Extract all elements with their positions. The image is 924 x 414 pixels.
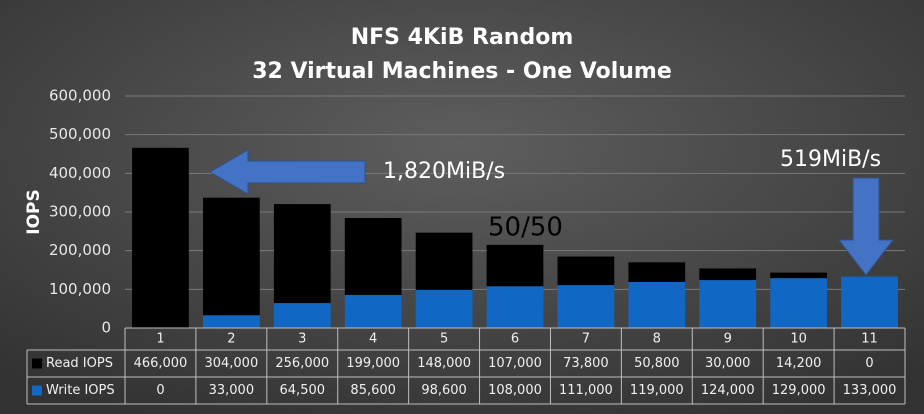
annotation: 1,820MiB/s bbox=[383, 159, 505, 184]
table-value: 133,000 bbox=[843, 383, 897, 398]
y-tick-label: 600,000 bbox=[49, 87, 111, 105]
bar bbox=[486, 286, 544, 328]
x-tick-label: 4 bbox=[369, 332, 377, 347]
y-axis-label: IOPS bbox=[24, 189, 44, 234]
table-value: 14,200 bbox=[776, 356, 822, 371]
table-value: 108,000 bbox=[488, 383, 542, 398]
bar bbox=[699, 280, 757, 328]
y-tick-label: 300,000 bbox=[49, 203, 111, 221]
x-tick-label: 5 bbox=[440, 332, 448, 347]
bars bbox=[132, 147, 898, 328]
x-tick-label: 2 bbox=[227, 332, 235, 347]
table-value: 85,600 bbox=[350, 383, 396, 398]
bar bbox=[132, 147, 189, 328]
table-value: 199,000 bbox=[346, 356, 400, 371]
bar bbox=[557, 256, 615, 286]
table-value: 111,000 bbox=[559, 383, 613, 398]
table-value: 33,000 bbox=[209, 383, 255, 398]
table-value: 148,000 bbox=[417, 356, 471, 371]
bar bbox=[273, 204, 331, 304]
legend-swatch bbox=[32, 358, 42, 369]
x-tick-label: 7 bbox=[582, 332, 590, 347]
table-value: 304,000 bbox=[204, 356, 258, 371]
y-tick-label: 200,000 bbox=[49, 241, 111, 259]
table-value: 73,800 bbox=[563, 356, 609, 371]
x-tick-label: 3 bbox=[298, 332, 306, 347]
bar bbox=[415, 232, 473, 290]
x-tick-label: 1 bbox=[156, 332, 164, 347]
legend-label: Read IOPS bbox=[46, 356, 113, 371]
table-value: 466,000 bbox=[134, 356, 188, 371]
table-value: 119,000 bbox=[630, 383, 684, 398]
bar bbox=[770, 278, 827, 328]
table-value: 256,000 bbox=[275, 356, 329, 371]
bar bbox=[486, 244, 544, 287]
bar bbox=[344, 294, 402, 328]
table-value: 50,800 bbox=[634, 356, 680, 371]
annotation: 519MiB/s bbox=[780, 147, 881, 172]
bar bbox=[699, 268, 757, 281]
y-tick-label: 0 bbox=[101, 319, 111, 337]
arrow-down bbox=[837, 177, 895, 276]
grid: 0 100,000 200,000 300,000 400,000 500,000 600,… bbox=[49, 87, 905, 337]
bar bbox=[628, 262, 686, 282]
bar bbox=[628, 281, 686, 328]
table-value: 0 bbox=[865, 356, 873, 371]
bar bbox=[273, 303, 331, 328]
table-value: 107,000 bbox=[488, 356, 542, 371]
x-tick-label: 6 bbox=[511, 332, 519, 347]
chart-subtitle: 32 Virtual Machines - One Volume bbox=[252, 59, 672, 84]
bar bbox=[841, 276, 898, 328]
x-tick-label: 9 bbox=[724, 332, 732, 347]
x-tick-label: 8 bbox=[653, 332, 661, 347]
bar bbox=[770, 272, 827, 279]
table-value: 98,600 bbox=[421, 383, 467, 398]
chart-title: NFS 4KiB Random bbox=[351, 25, 574, 50]
bar bbox=[415, 289, 473, 328]
bar bbox=[557, 285, 615, 328]
y-tick-label: 500,000 bbox=[49, 125, 111, 143]
arrow-left bbox=[209, 149, 366, 195]
x-tick-label: 11 bbox=[861, 332, 878, 347]
table-value: 64,500 bbox=[280, 383, 326, 398]
annotation: 50/50 bbox=[488, 213, 563, 243]
x-tick-label: 10 bbox=[790, 332, 807, 347]
bar bbox=[203, 315, 260, 328]
y-tick-label: 100,000 bbox=[49, 280, 111, 298]
bar bbox=[203, 197, 260, 316]
y-tick-label: 400,000 bbox=[49, 164, 111, 182]
legend-label: Write IOPS bbox=[46, 383, 115, 398]
bar bbox=[344, 217, 402, 295]
table-value: 0 bbox=[156, 383, 164, 398]
table-value: 30,000 bbox=[705, 356, 751, 371]
table-value: 124,000 bbox=[701, 383, 755, 398]
data-table: 1 2 3 4 5 6 7 8 9 10 11 Read IOPS 466,000 304,000 256,… bbox=[26, 327, 906, 405]
legend-swatch bbox=[32, 385, 42, 396]
table-value: 129,000 bbox=[772, 383, 826, 398]
